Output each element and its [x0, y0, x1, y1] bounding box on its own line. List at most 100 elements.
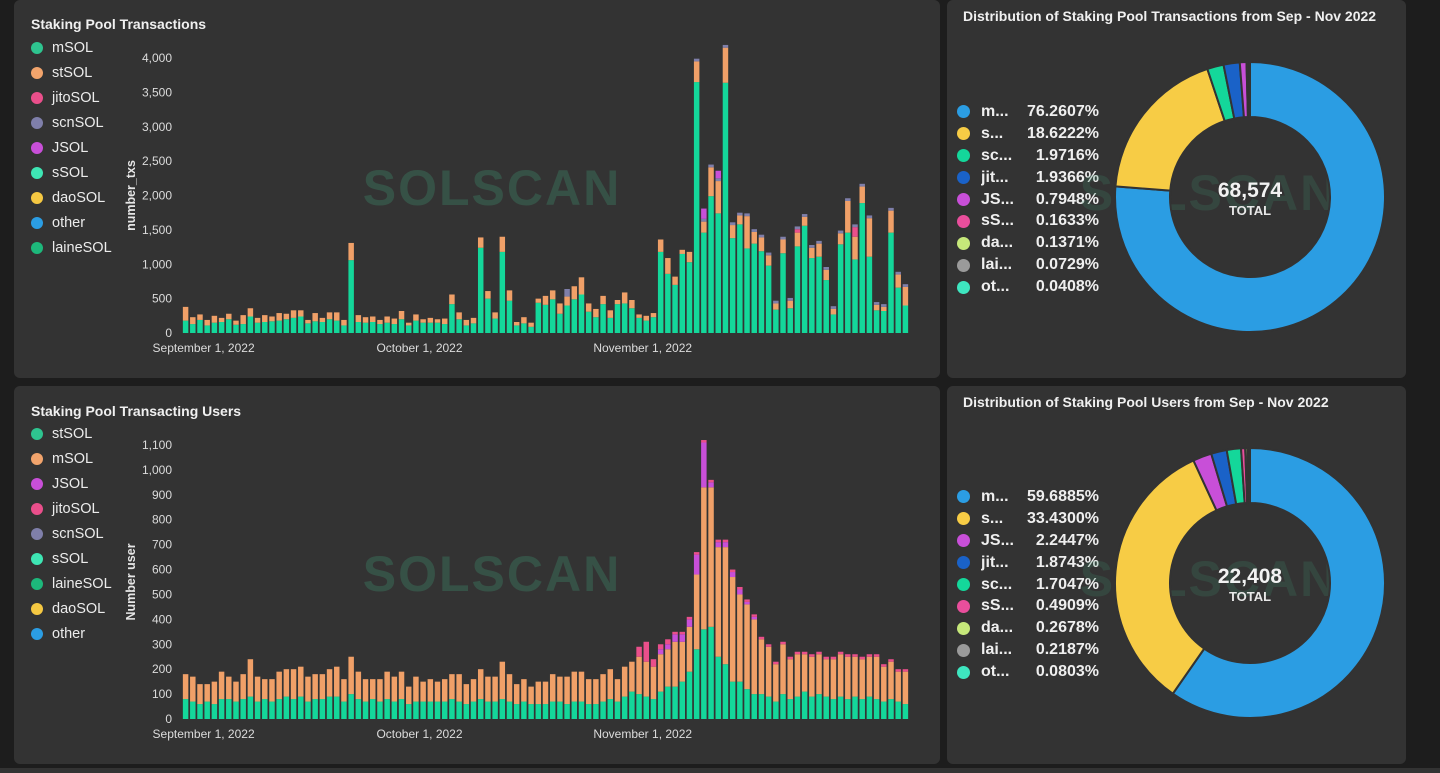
bar-segment-scnsol[interactable] [751, 229, 757, 232]
bar-segment-msol[interactable] [665, 649, 671, 687]
bar-segment-scnsol[interactable] [693, 58, 700, 62]
bar-segment-msol[interactable] [715, 547, 721, 657]
bar-segment-jitosol[interactable] [837, 651, 844, 655]
bar-segment-stsol[interactable] [881, 701, 887, 719]
bar-segment-stsol[interactable] [283, 696, 290, 719]
bar-segment-msol[interactable] [269, 321, 275, 333]
bar-segment-msol[interactable] [391, 324, 398, 333]
bar-segment-jitosol[interactable] [852, 654, 858, 657]
bar-segment-msol[interactable] [348, 260, 354, 334]
donut-legend-item[interactable]: ot... 0.0408% [957, 276, 1099, 298]
bar-segment-stsol[interactable] [449, 699, 455, 719]
bar-segment-msol[interactable] [542, 681, 549, 705]
bar-segment-msol[interactable] [823, 659, 829, 697]
bar-segment-stsol[interactable] [578, 277, 585, 295]
bar-segment-stsol[interactable] [816, 694, 822, 719]
donut-legend-item[interactable]: sS... 0.4909% [957, 595, 1099, 617]
bar-segment-msol[interactable] [434, 322, 441, 333]
bar-segment-msol[interactable] [513, 325, 520, 333]
bar-segment-msol[interactable] [564, 305, 570, 334]
bar-segment-msol[interactable] [571, 671, 578, 702]
bar-segment-stsol[interactable] [693, 61, 700, 83]
bar-segment-jitosol[interactable] [866, 654, 873, 657]
bar-segment-msol[interactable] [679, 253, 685, 333]
donut-legend-item[interactable]: lai... 0.2187% [957, 639, 1099, 661]
bar-segment-msol[interactable] [298, 316, 304, 334]
bar-segment-msol[interactable] [578, 294, 585, 334]
bar-segment-msol[interactable] [233, 324, 239, 333]
bar-segment-stsol[interactable] [413, 701, 419, 719]
bar-segment-jsol[interactable] [715, 170, 721, 179]
bar-segment-msol[interactable] [773, 309, 779, 334]
bar-segment-stsol[interactable] [319, 699, 326, 719]
bar-segment-jitosol[interactable] [773, 661, 779, 665]
bar-segment-jitosol[interactable] [888, 659, 894, 662]
bar-segment-jitosol[interactable] [780, 641, 786, 645]
bar-segment-stsol[interactable] [665, 258, 671, 274]
bar-segment-msol[interactable] [636, 656, 642, 695]
bar-segment-jitosol[interactable] [744, 599, 750, 602]
bar-segment-stsol[interactable] [845, 699, 851, 719]
bar-segment-stsol[interactable] [341, 701, 347, 719]
bar-segment-stsol[interactable] [348, 242, 354, 261]
bar-segment-msol[interactable] [765, 265, 772, 334]
bar-segment-msol[interactable] [499, 661, 506, 700]
bar-segment-msol[interactable] [578, 671, 585, 702]
bar-segment-msol[interactable] [866, 656, 873, 697]
bar-segment-msol[interactable] [643, 320, 650, 334]
bar-segment-stsol[interactable] [290, 699, 297, 719]
bar-segment-msol[interactable] [621, 303, 628, 333]
bar-segment-stsol[interactable] [614, 300, 621, 305]
bar-segment-scnsol[interactable] [722, 44, 729, 48]
bar-segment-msol[interactable] [341, 325, 347, 333]
users-legend-item[interactable]: scnSOL [31, 522, 112, 547]
bar-segment-stsol[interactable] [362, 701, 369, 719]
transactions-legend-item[interactable]: daoSOL [31, 185, 112, 210]
bar-segment-msol[interactable] [542, 304, 549, 333]
bar-segment-jitosol[interactable] [722, 539, 729, 543]
bar-segment-stsol[interactable] [758, 237, 765, 252]
bar-segment-stsol[interactable] [305, 701, 311, 719]
bar-segment-jitosol[interactable] [881, 664, 887, 667]
bar-segment-jitosol[interactable] [830, 656, 837, 660]
bar-segment-jsol[interactable] [665, 644, 671, 650]
bar-segment-msol[interactable] [226, 319, 232, 333]
bar-segment-stsol[interactable] [254, 701, 261, 719]
bar-segment-msol[interactable] [521, 323, 527, 334]
transactions-legend-item[interactable]: scnSOL [31, 111, 112, 136]
bar-segment-msol[interactable] [657, 654, 664, 692]
bar-segment-stsol[interactable] [708, 626, 714, 719]
bar-segment-scnsol[interactable] [564, 289, 570, 297]
bar-segment-stsol[interactable] [247, 308, 254, 317]
bar-segment-msol[interactable] [370, 322, 376, 333]
bar-segment-stsol[interactable] [564, 704, 570, 719]
bar-segment-msol[interactable] [492, 676, 498, 702]
bar-segment-stsol[interactable] [240, 699, 246, 719]
bar-segment-msol[interactable] [406, 686, 412, 705]
bar-segment-stsol[interactable] [420, 701, 426, 719]
bar-segment-jsol[interactable] [686, 619, 693, 627]
bar-segment-stsol[interactable] [686, 671, 693, 719]
bar-segment-stsol[interactable] [801, 216, 808, 226]
transactions-legend-item[interactable]: sSOL [31, 160, 112, 185]
users-legend-item[interactable]: sSOL [31, 546, 112, 571]
donut-legend-item[interactable]: JS... 2.2447% [957, 530, 1099, 552]
bar-segment-msol[interactable] [413, 676, 419, 702]
bar-segment-msol[interactable] [708, 196, 714, 333]
bar-segment-stsol[interactable] [218, 699, 225, 719]
bar-segment-jitosol[interactable] [708, 479, 714, 483]
bar-segment-msol[interactable] [794, 654, 801, 697]
bar-segment-jitosol[interactable] [794, 229, 801, 233]
bar-segment-jitosol[interactable] [765, 644, 772, 647]
bar-segment-msol[interactable] [204, 684, 210, 702]
bar-segment-stsol[interactable] [370, 699, 376, 719]
bar-segment-msol[interactable] [247, 659, 254, 697]
donut-legend-item[interactable]: da... 0.2678% [957, 617, 1099, 639]
bar-segment-stsol[interactable] [377, 319, 383, 325]
bar-segment-msol[interactable] [902, 671, 909, 705]
bar-segment-msol[interactable] [593, 317, 599, 333]
transactions-legend-item[interactable]: jitoSOL [31, 86, 112, 111]
donut-legend-item[interactable]: JS... 0.7948% [957, 189, 1099, 211]
bar-segment-stsol[interactable] [427, 701, 434, 719]
bar-segment-jitosol[interactable] [657, 644, 664, 650]
